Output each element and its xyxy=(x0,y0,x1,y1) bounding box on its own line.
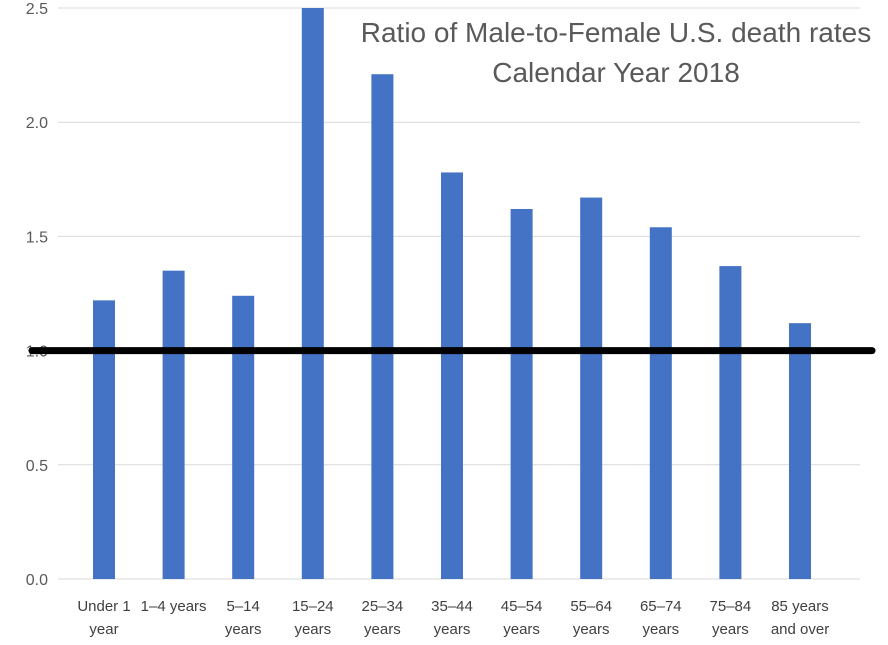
bar xyxy=(510,208,533,579)
x-tick-label: 15–24 years xyxy=(292,598,334,638)
x-tick-label: 5–14 years xyxy=(225,598,262,638)
x-tick-label-line: years xyxy=(573,621,610,638)
x-tick-label: 35–44 years xyxy=(431,598,473,638)
x-tick-label: 75–84 years xyxy=(710,598,752,638)
x-tick-label-line: 5–14 xyxy=(227,598,260,615)
x-tick-label-line: years xyxy=(642,621,679,638)
x-tick-label-line: 45–54 xyxy=(501,598,543,615)
bar xyxy=(232,295,255,579)
bars xyxy=(93,8,811,580)
bar xyxy=(162,270,185,579)
x-tick-label: Under 1 year xyxy=(77,598,130,638)
bar xyxy=(580,197,603,579)
x-tick-label-line: year xyxy=(89,621,118,638)
y-tick-label: 2.0 xyxy=(26,115,48,132)
y-tick-label: 1.5 xyxy=(26,229,48,246)
bar xyxy=(719,266,742,579)
x-tick-label: 25–34 years xyxy=(362,598,404,638)
y-tick-label: 0.0 xyxy=(26,572,48,589)
bar xyxy=(789,323,811,579)
x-tick-label-line: 1–4 years xyxy=(141,598,207,615)
bar xyxy=(649,227,672,579)
x-tick-label-line: 15–24 xyxy=(292,598,334,615)
x-tick-label: 85 years and over xyxy=(771,598,829,638)
chart-title-block: Ratio of Male-to-Female U.S. death rates… xyxy=(361,17,871,88)
x-tick-label-line: years xyxy=(503,621,540,638)
bar xyxy=(371,74,394,580)
x-tick-label: 55–64 years xyxy=(570,598,612,638)
y-tick-label: 0.5 xyxy=(26,458,48,475)
x-tick-label-line: 55–64 xyxy=(570,598,612,615)
y-tick-label: 2.5 xyxy=(26,1,48,18)
x-tick-label-line: 75–84 xyxy=(710,598,752,615)
x-tick-label-line: 35–44 xyxy=(431,598,473,615)
x-tick-label-line: 85 years xyxy=(771,598,829,615)
x-tick-label-line: years xyxy=(364,621,401,638)
y-axis-ticks: 0.00.51.01.52.02.5 xyxy=(26,1,48,589)
x-tick-label-line: years xyxy=(712,621,749,638)
x-tick-label-line: Under 1 xyxy=(77,598,130,615)
x-tick-label-line: years xyxy=(434,621,471,638)
x-tick-label-line: years xyxy=(294,621,331,638)
x-tick-label-line: 65–74 xyxy=(640,598,682,615)
x-tick-label: 65–74 years xyxy=(640,598,682,638)
x-tick-label-line: years xyxy=(225,621,262,638)
chart-subtitle: Calendar Year 2018 xyxy=(492,57,740,88)
x-tick-label-line: and over xyxy=(771,621,829,638)
x-tick-label: 1–4 years xyxy=(141,598,207,615)
bar xyxy=(301,8,324,579)
bar xyxy=(93,300,115,579)
x-tick-label: 45–54 years xyxy=(501,598,543,638)
x-tick-label-line: 25–34 xyxy=(362,598,404,615)
chart-title: Ratio of Male-to-Female U.S. death rates xyxy=(361,17,871,48)
bar xyxy=(441,172,463,579)
